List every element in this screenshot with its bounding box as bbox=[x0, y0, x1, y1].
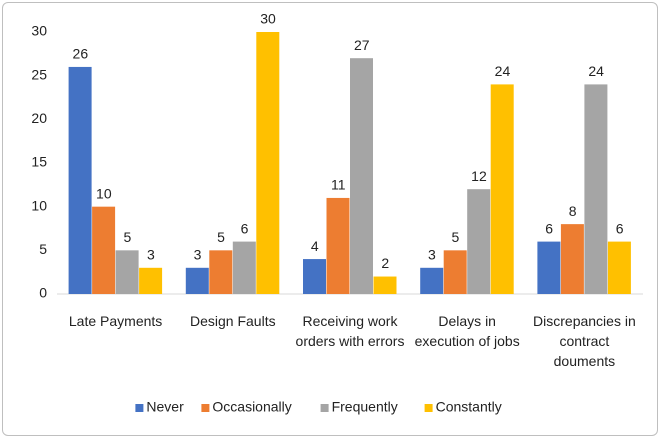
x-tick-label: Late Payments bbox=[68, 313, 163, 329]
data-label: 6 bbox=[616, 220, 624, 236]
bar bbox=[584, 84, 608, 295]
data-label: 30 bbox=[260, 11, 276, 27]
y-tick-label: 0 bbox=[39, 285, 47, 301]
data-label: 3 bbox=[147, 247, 155, 263]
y-tick-label: 10 bbox=[31, 197, 47, 213]
data-label: 6 bbox=[241, 220, 249, 236]
data-label: 12 bbox=[471, 168, 487, 184]
legend-label: Frequently bbox=[332, 399, 398, 415]
data-label: 10 bbox=[96, 185, 112, 201]
legend-label: Constantly bbox=[436, 399, 502, 415]
y-tick-label: 5 bbox=[39, 241, 47, 257]
legend-swatch bbox=[424, 404, 433, 412]
data-label: 4 bbox=[311, 238, 319, 254]
data-label: 5 bbox=[123, 229, 131, 245]
bar bbox=[420, 267, 444, 294]
bar bbox=[115, 250, 139, 294]
data-label: 8 bbox=[569, 203, 577, 219]
bar bbox=[303, 259, 326, 294]
chart-frame bbox=[2, 2, 658, 436]
bar bbox=[607, 241, 631, 294]
y-tick-label: 30 bbox=[31, 23, 47, 39]
data-label: 5 bbox=[217, 229, 225, 245]
x-tick-label: Design Faults bbox=[190, 313, 276, 329]
bar bbox=[490, 84, 514, 295]
bar bbox=[373, 276, 397, 294]
data-label: 24 bbox=[588, 63, 604, 79]
legend-swatch bbox=[320, 404, 329, 412]
data-label: 27 bbox=[354, 37, 370, 53]
data-label: 3 bbox=[194, 247, 202, 263]
data-label: 11 bbox=[331, 177, 346, 193]
bar bbox=[467, 189, 491, 294]
bar bbox=[537, 241, 561, 294]
y-tick-label: 20 bbox=[31, 110, 47, 126]
legend-label: Never bbox=[146, 399, 184, 415]
bar bbox=[326, 197, 350, 294]
bar bbox=[68, 66, 92, 294]
x-tick-label: Discrepancies in contract douments bbox=[533, 313, 636, 369]
bar bbox=[92, 206, 116, 294]
x-tick-label: Receiving work orders with errors bbox=[295, 313, 405, 349]
legend-swatch bbox=[201, 404, 210, 412]
legend-swatch bbox=[135, 404, 144, 412]
data-label: 3 bbox=[428, 247, 436, 263]
data-label: 6 bbox=[545, 220, 553, 236]
data-label: 5 bbox=[452, 229, 460, 245]
bar bbox=[139, 267, 163, 294]
y-tick-label: 25 bbox=[31, 66, 47, 82]
bar bbox=[560, 224, 584, 294]
data-label: 24 bbox=[495, 63, 511, 79]
legend-label: Occasionally bbox=[212, 399, 291, 415]
bar bbox=[443, 250, 467, 294]
y-tick-label: 15 bbox=[31, 154, 47, 170]
x-tick-label: Delays in execution of jobs bbox=[414, 313, 520, 349]
bar bbox=[256, 32, 280, 294]
bar bbox=[185, 267, 209, 294]
data-label: 26 bbox=[73, 46, 89, 62]
bar bbox=[209, 250, 233, 294]
data-label: 2 bbox=[381, 255, 389, 271]
bar bbox=[232, 241, 256, 294]
bar bbox=[350, 58, 373, 295]
